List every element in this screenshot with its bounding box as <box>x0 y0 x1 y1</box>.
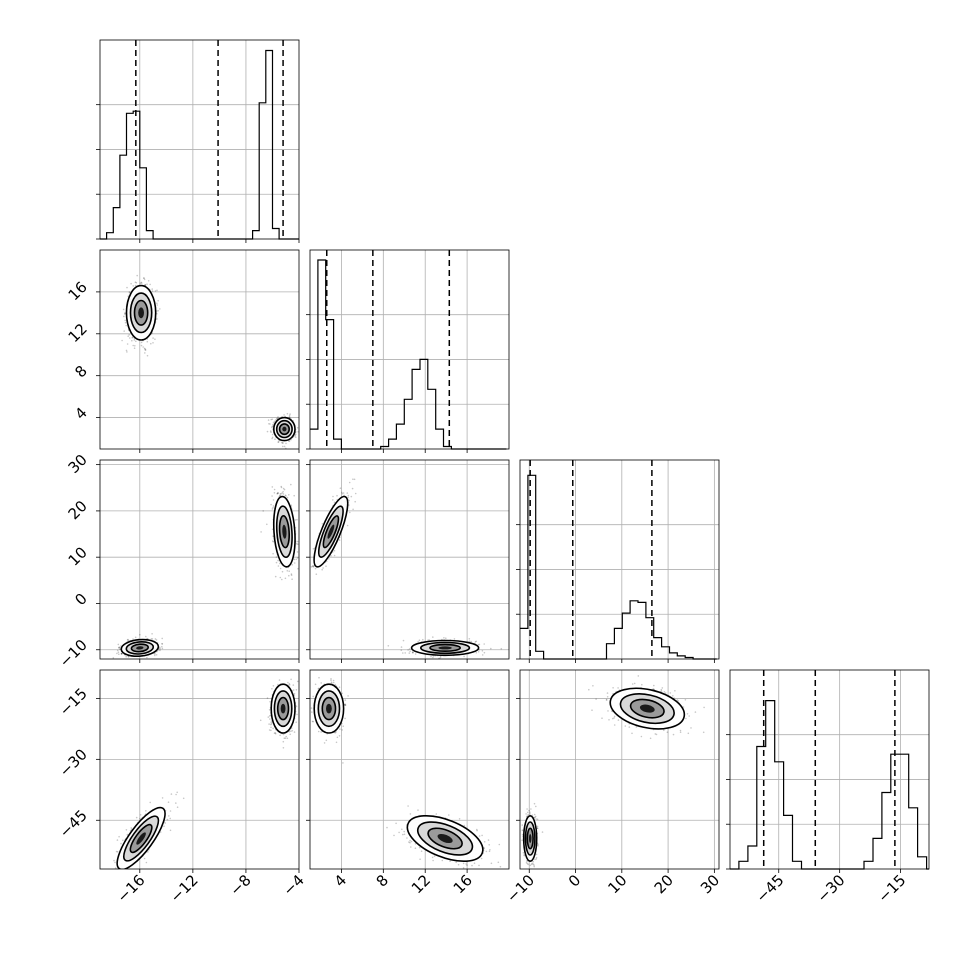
x-tick-label-2-4: 30 <box>697 871 723 897</box>
histogram-frame-1 <box>309 249 510 450</box>
joint-panel-2-0 <box>99 459 300 660</box>
y-tick-label-2-2: 10 <box>65 543 91 569</box>
joint-frame-3-0 <box>99 669 300 870</box>
x-tick-label-0-2: −8 <box>226 871 254 899</box>
histogram-frame-0 <box>99 39 300 240</box>
x-tick-label-2-3: 20 <box>651 871 677 897</box>
x-tick-label-1-1: 8 <box>373 871 392 890</box>
x-tick-label-0-3: −4 <box>279 871 307 899</box>
x-tick-label-1-3: 16 <box>450 871 476 897</box>
x-tick-label-2-2: 10 <box>604 871 630 897</box>
contour-3-2-1-3 <box>639 704 655 713</box>
y-tick-label-1-1: 8 <box>71 362 90 381</box>
contour-2-0-0-3 <box>136 646 144 650</box>
x-tick-label-2-1: 0 <box>565 871 584 890</box>
y-tick-label-3-0: −45 <box>56 806 91 841</box>
histogram-step-3 <box>730 700 929 870</box>
joint-panel-1-0 <box>99 249 300 450</box>
contour-2-1-0-3 <box>327 524 335 539</box>
joint-panel-3-0 <box>99 669 300 870</box>
y-tick-label-3-2: −15 <box>56 685 91 720</box>
joint-frame-3-1 <box>309 669 510 870</box>
joint-panel-3-2 <box>519 669 720 870</box>
joint-frame-3-2 <box>519 669 720 870</box>
y-tick-label-1-2: 12 <box>65 320 91 346</box>
contour-3-2-0-3 <box>528 834 532 843</box>
contour-3-0-1-3 <box>280 703 286 714</box>
x-tick-label-1-0: 4 <box>331 871 350 890</box>
contour-2-1-1-3 <box>438 646 452 650</box>
contour-3-0-0-3 <box>136 832 146 845</box>
y-tick-label-1-3: 16 <box>65 278 91 304</box>
contour-1-0-1-3 <box>282 426 287 432</box>
x-tick-label-0-0: −16 <box>114 871 149 906</box>
contour-3-1-0-3 <box>326 703 332 714</box>
y-tick-label-3-1: −30 <box>56 745 91 780</box>
contour-3-1-1-3 <box>437 833 453 844</box>
histogram-step-2 <box>520 474 717 660</box>
joint-panel-3-1 <box>309 669 510 870</box>
histogram-step-1 <box>310 259 507 450</box>
histogram-panel-0 <box>96 39 300 240</box>
x-tick-label-2-0: −10 <box>503 871 538 906</box>
x-tick-label-3-1: −30 <box>813 871 848 906</box>
y-tick-label-1-0: 4 <box>71 404 90 423</box>
x-tick-label-3-2: −15 <box>874 871 909 906</box>
x-tick-label-3-0: −45 <box>752 871 787 906</box>
y-tick-label-2-4: 30 <box>65 451 91 477</box>
histogram-step-0 <box>100 49 299 240</box>
y-tick-label-2-1: 0 <box>71 590 90 609</box>
joint-frame-1-0 <box>99 249 300 450</box>
histogram-frame-2 <box>519 459 720 660</box>
histogram-frame-3 <box>729 669 930 870</box>
joint-frame-2-1 <box>309 459 510 660</box>
y-tick-label-2-3: 20 <box>65 497 91 523</box>
histogram-panel-2 <box>516 459 720 660</box>
histogram-panel-3 <box>726 669 930 870</box>
histogram-panel-1 <box>306 249 510 450</box>
x-tick-label-1-2: 12 <box>408 871 434 897</box>
joint-panel-2-1 <box>309 459 510 660</box>
joint-frame-2-0 <box>99 459 300 660</box>
y-tick-label-2-0: −10 <box>56 636 91 671</box>
x-tick-label-0-1: −12 <box>167 871 202 906</box>
contour-2-0-1-3 <box>282 524 287 539</box>
contour-1-0-0-3 <box>138 307 144 319</box>
